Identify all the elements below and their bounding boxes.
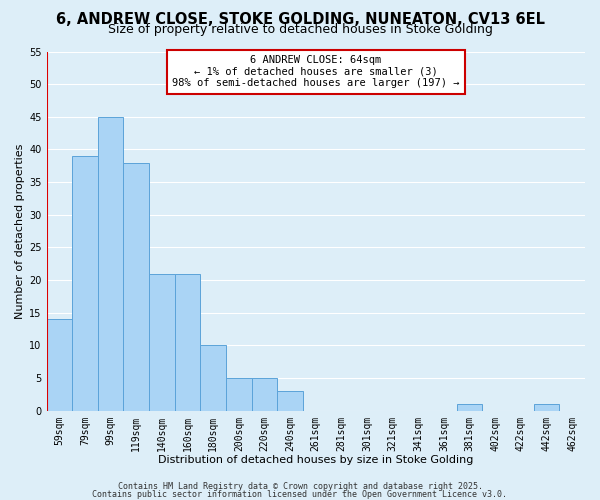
- Bar: [72, 156, 98, 410]
- Bar: [251, 378, 277, 410]
- X-axis label: Distribution of detached houses by size in Stoke Golding: Distribution of detached houses by size …: [158, 455, 473, 465]
- Text: Contains public sector information licensed under the Open Government Licence v3: Contains public sector information licen…: [92, 490, 508, 499]
- Bar: [277, 391, 303, 410]
- Bar: [200, 346, 226, 410]
- Bar: [124, 162, 149, 410]
- Bar: [149, 274, 175, 410]
- Text: 6 ANDREW CLOSE: 64sqm
← 1% of detached houses are smaller (3)
98% of semi-detach: 6 ANDREW CLOSE: 64sqm ← 1% of detached h…: [172, 55, 460, 88]
- Bar: [98, 117, 124, 410]
- Bar: [47, 320, 72, 410]
- Text: Size of property relative to detached houses in Stoke Golding: Size of property relative to detached ho…: [107, 22, 493, 36]
- Bar: [534, 404, 559, 410]
- Bar: [226, 378, 251, 410]
- Text: Contains HM Land Registry data © Crown copyright and database right 2025.: Contains HM Land Registry data © Crown c…: [118, 482, 482, 491]
- Bar: [175, 274, 200, 410]
- Y-axis label: Number of detached properties: Number of detached properties: [15, 144, 25, 319]
- Text: 6, ANDREW CLOSE, STOKE GOLDING, NUNEATON, CV13 6EL: 6, ANDREW CLOSE, STOKE GOLDING, NUNEATON…: [56, 12, 545, 28]
- Bar: [457, 404, 482, 410]
